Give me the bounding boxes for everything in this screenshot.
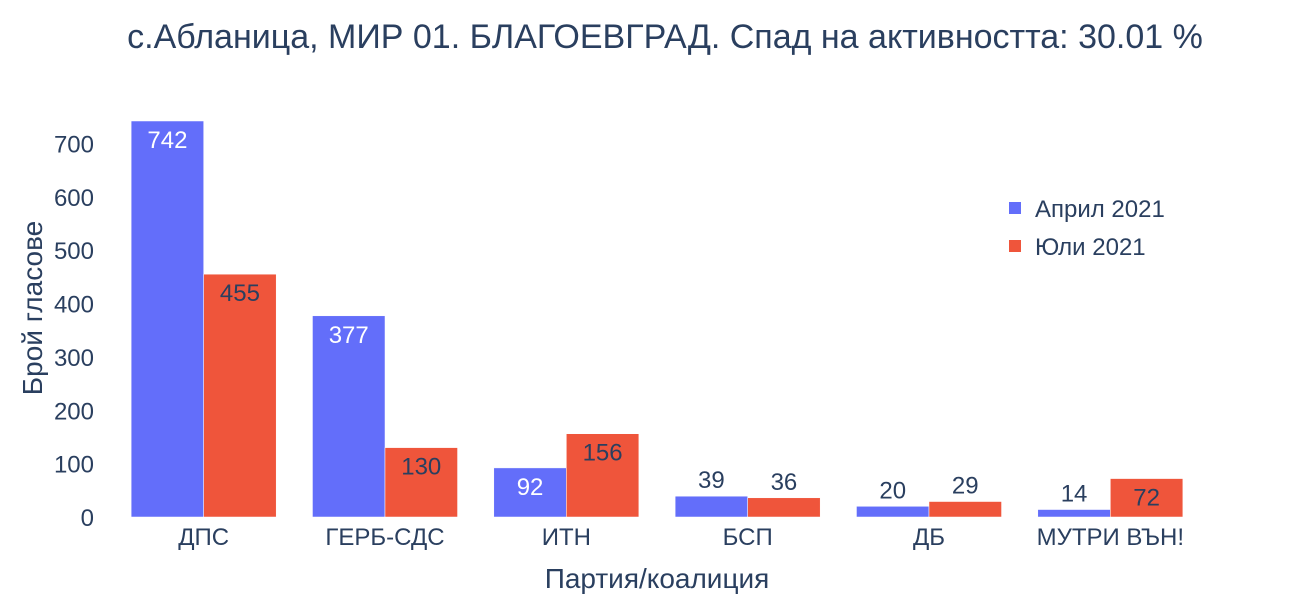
- legend-swatch: [1009, 240, 1021, 252]
- bar[interactable]: [203, 273, 277, 518]
- legend-item-label: Юли 2021: [1035, 234, 1146, 261]
- bar-value-label: 14: [1061, 481, 1088, 508]
- y-tick-label: 400: [54, 292, 94, 319]
- bar-value-label: 377: [329, 322, 369, 349]
- bar[interactable]: [747, 497, 821, 518]
- bar[interactable]: [312, 315, 386, 518]
- chart-title: с.Абланица, МИР 01. БЛАГОЕВГРАД. Спад на…: [127, 18, 1203, 56]
- bar-value-label: 20: [879, 477, 906, 504]
- bar[interactable]: [856, 506, 930, 518]
- bar[interactable]: [674, 495, 748, 518]
- y-axis-ticks: 0 100 200 300 400 500 600 700: [54, 131, 94, 532]
- bar-value-label: 92: [517, 474, 544, 501]
- y-tick-label: 200: [54, 398, 94, 425]
- x-tick-label: ИТН: [542, 524, 591, 551]
- bar[interactable]: [130, 120, 204, 518]
- x-tick-label: МУТРИ ВЪН!: [1037, 524, 1184, 551]
- y-tick-label: 500: [54, 238, 94, 265]
- bars: 742 455 377 130 92 156 39 36 20 29 14 72: [130, 120, 1184, 518]
- x-tick-label: ДПС: [178, 524, 229, 551]
- bar-value-label: 455: [220, 280, 260, 307]
- bar-value-label: 156: [583, 440, 623, 467]
- x-tick-label: БСП: [723, 524, 773, 551]
- bar[interactable]: [1037, 509, 1111, 518]
- y-tick-label: 600: [54, 185, 94, 212]
- x-tick-label: ГЕРБ-СДС: [325, 524, 444, 551]
- bar[interactable]: [1110, 478, 1184, 518]
- bar-value-label: 72: [1133, 485, 1160, 512]
- y-tick-label: 300: [54, 345, 94, 372]
- y-axis-title: Брой гласове: [17, 221, 48, 395]
- bar-value-label: 742: [147, 127, 187, 154]
- legend-swatch: [1009, 202, 1021, 214]
- y-tick-label: 700: [54, 131, 94, 158]
- bar-value-label: 39: [698, 467, 725, 494]
- bar[interactable]: [928, 501, 1002, 518]
- legend-item-label: Април 2021: [1035, 196, 1165, 223]
- x-axis-title: Партия/коалиция: [545, 563, 770, 594]
- bar-value-label: 130: [401, 454, 441, 481]
- bar-value-label: 29: [952, 473, 979, 500]
- bar-value-label: 36: [771, 469, 798, 496]
- y-tick-label: 0: [81, 505, 94, 532]
- legend[interactable]: Април 2021 Юли 2021: [1009, 196, 1165, 261]
- x-axis-ticks: ДПС ГЕРБ-СДС ИТН БСП ДБ МУТРИ ВЪН!: [178, 524, 1184, 551]
- bar[interactable]: [493, 467, 567, 518]
- y-tick-label: 100: [54, 452, 94, 479]
- bar[interactable]: [566, 433, 640, 518]
- bar[interactable]: [384, 447, 458, 518]
- x-tick-label: ДБ: [913, 524, 945, 551]
